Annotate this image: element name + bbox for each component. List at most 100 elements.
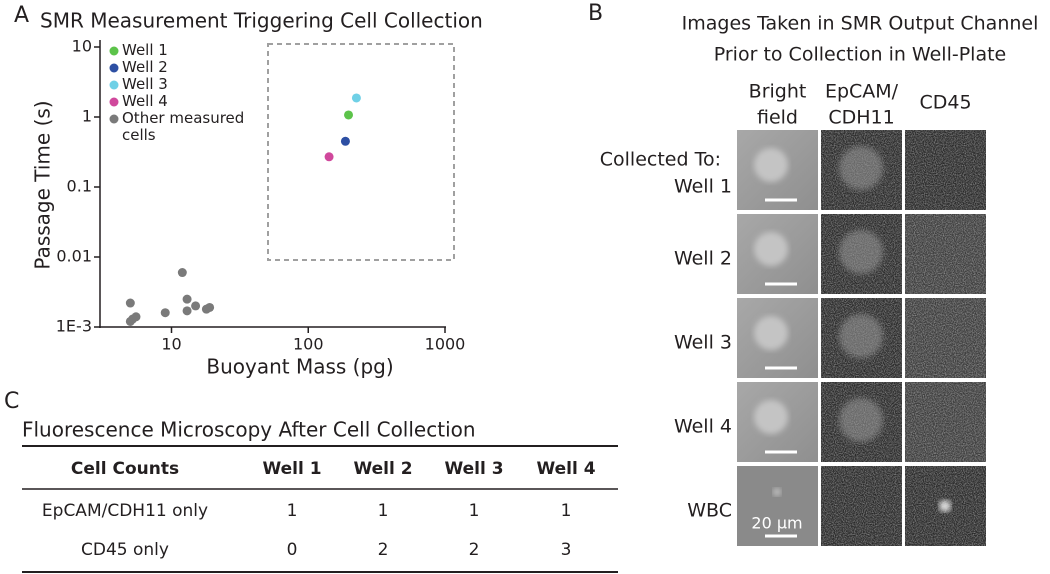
point xyxy=(205,302,215,312)
cell xyxy=(754,316,788,350)
point xyxy=(182,294,192,304)
micrograph xyxy=(737,466,818,546)
row-prefix: Collected To: xyxy=(600,149,721,171)
point xyxy=(344,110,354,120)
y-axis-label: Passage Time (s) xyxy=(31,100,55,269)
legend-label: Well 3 xyxy=(122,76,168,93)
x-axis-label: Buoyant Mass (pg) xyxy=(206,355,393,379)
y-tick-label: 1E-3 xyxy=(56,317,92,336)
cell xyxy=(939,500,951,512)
y-tick-label: 0.1 xyxy=(67,177,92,196)
inset-box xyxy=(267,43,455,261)
table-header: Well 3 xyxy=(444,459,503,479)
image-noise xyxy=(905,298,986,378)
legend-marker xyxy=(109,46,119,56)
image-noise xyxy=(905,214,986,294)
table-cell: 1 xyxy=(561,501,572,521)
cell xyxy=(839,146,883,190)
point xyxy=(324,152,334,162)
micrograph xyxy=(821,382,902,462)
panel-label: C xyxy=(4,389,19,414)
table-header: Well 4 xyxy=(536,459,595,479)
row-label: Well 1 xyxy=(674,176,732,198)
chart-title: SMR Measurement Triggering Cell Collecti… xyxy=(40,9,483,33)
legend-marker xyxy=(109,114,119,124)
point xyxy=(351,93,361,103)
table-cell: 1 xyxy=(287,501,298,521)
legend-text: Well 4 xyxy=(122,93,168,110)
y-tick-label: 0.01 xyxy=(56,247,92,266)
column-header: CDH11 xyxy=(828,107,894,129)
table-cell: 2 xyxy=(469,540,480,560)
legend-label: Well 2 xyxy=(122,59,168,76)
point xyxy=(177,268,187,278)
table-cell: 3 xyxy=(561,540,572,560)
table-cell: 1 xyxy=(378,501,389,521)
micrograph xyxy=(821,214,902,294)
micrograph xyxy=(737,298,818,378)
table-cell: 2 xyxy=(378,540,389,560)
row-label: WBC xyxy=(687,500,732,522)
image-noise xyxy=(821,466,902,546)
cell xyxy=(839,230,883,274)
panel-label: B xyxy=(588,1,603,26)
micrograph xyxy=(737,214,818,294)
table-title: Fluorescence Microscopy After Cell Colle… xyxy=(22,418,476,442)
x-tick-label: 100 xyxy=(293,335,324,354)
images-title: Images Taken in SMR Output Channel xyxy=(682,13,1039,35)
point xyxy=(160,308,170,318)
micrograph xyxy=(821,130,902,210)
image-noise xyxy=(905,130,986,210)
table-header: Well 2 xyxy=(353,459,412,479)
table-cell: 1 xyxy=(469,501,480,521)
cell xyxy=(754,148,788,182)
micrograph xyxy=(821,466,902,546)
column-header: EpCAM/ xyxy=(825,81,899,103)
micrograph xyxy=(905,382,986,462)
legend-text: Well 1 xyxy=(122,42,168,59)
row-label: Well 3 xyxy=(674,332,732,354)
row-label: Well 4 xyxy=(674,416,732,438)
column-header: Bright xyxy=(749,81,807,103)
cell xyxy=(773,488,781,496)
micrograph xyxy=(737,130,818,210)
legend-text: Well 2 xyxy=(122,59,168,76)
panel-label: A xyxy=(14,3,29,28)
micrograph xyxy=(905,298,986,378)
cell xyxy=(754,232,788,266)
legend-marker xyxy=(109,97,119,107)
y-tick-label: 1 xyxy=(82,107,92,126)
row-label: Well 2 xyxy=(674,248,732,270)
cell xyxy=(754,400,788,434)
image-bg xyxy=(737,466,818,546)
column-header: field xyxy=(757,107,798,129)
legend-label: Other measured cells xyxy=(122,110,245,144)
legend-marker xyxy=(109,63,119,73)
scale-bar-label: 20 μm xyxy=(751,514,802,533)
table-cell: 0 xyxy=(287,540,298,560)
table-header: Well 1 xyxy=(262,459,321,479)
legend-text: Well 3 xyxy=(122,76,168,93)
point xyxy=(340,136,350,146)
micrograph xyxy=(821,298,902,378)
legend-label: Well 1 xyxy=(122,42,168,59)
point xyxy=(125,298,135,308)
point xyxy=(191,301,201,311)
column-header: CD45 xyxy=(919,92,971,114)
micrograph xyxy=(737,382,818,462)
point xyxy=(125,316,135,326)
micrograph xyxy=(905,466,986,546)
legend-marker xyxy=(109,80,119,90)
cell xyxy=(839,314,883,358)
images-title: Prior to Collection in Well-Plate xyxy=(714,44,1006,66)
image-noise xyxy=(905,382,986,462)
table-cell: EpCAM/CDH11 only xyxy=(42,501,208,521)
legend-text: Other measured cells xyxy=(122,110,245,144)
x-tick-label: 1000 xyxy=(425,335,466,354)
point xyxy=(182,306,192,316)
table-header: Cell Counts xyxy=(71,459,179,479)
table-cell: CD45 only xyxy=(81,540,169,560)
legend-label: Well 4 xyxy=(122,93,168,110)
y-tick-label: 10 xyxy=(72,37,92,56)
